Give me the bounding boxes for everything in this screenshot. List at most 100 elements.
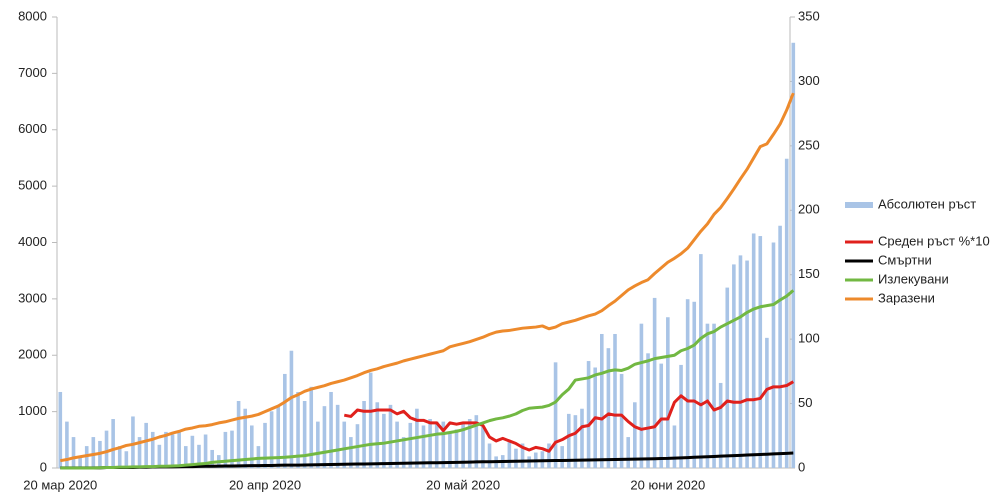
bar bbox=[428, 419, 432, 468]
bar bbox=[613, 333, 617, 468]
bar bbox=[573, 415, 578, 468]
y-tick-label: 3000 bbox=[18, 290, 47, 305]
bar bbox=[137, 437, 142, 468]
bar bbox=[619, 373, 624, 468]
bar bbox=[289, 350, 294, 468]
legend-label: Излекувани bbox=[878, 271, 949, 286]
y-tick-label: 2000 bbox=[18, 347, 47, 362]
line bbox=[60, 289, 795, 470]
bar bbox=[448, 431, 452, 468]
bar bbox=[65, 421, 69, 468]
legend-label: Смъртни bbox=[878, 252, 932, 267]
bar bbox=[203, 434, 208, 468]
line bbox=[343, 380, 795, 453]
bar bbox=[652, 297, 657, 468]
y2-tick-label: 250 bbox=[798, 137, 820, 152]
bar bbox=[401, 437, 406, 468]
bar bbox=[778, 225, 782, 468]
bar bbox=[672, 425, 677, 468]
bar bbox=[547, 443, 551, 468]
bar bbox=[210, 449, 214, 468]
x-tick-label: 20 мар 2020 bbox=[23, 477, 97, 492]
bar bbox=[375, 402, 380, 468]
bar bbox=[117, 446, 122, 468]
bar bbox=[276, 406, 281, 468]
bar bbox=[296, 391, 300, 468]
bar bbox=[461, 422, 465, 468]
bar bbox=[718, 382, 723, 468]
bar bbox=[421, 425, 426, 468]
y2-tick-label: 350 bbox=[798, 8, 820, 23]
bar bbox=[362, 400, 366, 468]
legend-label: Заразени bbox=[878, 290, 935, 305]
bar bbox=[150, 431, 155, 468]
bar bbox=[553, 362, 558, 468]
bar bbox=[382, 413, 386, 468]
bar bbox=[580, 408, 584, 468]
bar bbox=[646, 353, 650, 468]
bar bbox=[177, 431, 181, 468]
bar bbox=[349, 437, 353, 468]
bar bbox=[520, 443, 525, 468]
bar bbox=[751, 233, 756, 468]
bar bbox=[679, 364, 683, 468]
y2-tick-label: 100 bbox=[798, 331, 820, 346]
bar bbox=[685, 299, 690, 468]
bar bbox=[758, 236, 763, 468]
legend-swatch bbox=[845, 202, 873, 208]
bar bbox=[586, 361, 591, 468]
y2-tick-label: 200 bbox=[798, 202, 820, 217]
line bbox=[60, 92, 795, 463]
y-tick-label: 0 bbox=[40, 459, 47, 474]
bar bbox=[91, 437, 96, 468]
bar bbox=[441, 421, 446, 468]
bar bbox=[131, 416, 135, 468]
bar bbox=[111, 419, 115, 468]
bar bbox=[738, 255, 743, 468]
bar bbox=[58, 391, 63, 468]
bar bbox=[322, 406, 327, 468]
bar bbox=[309, 386, 314, 468]
bar bbox=[725, 287, 730, 468]
bar bbox=[699, 254, 703, 468]
y-tick-label: 8000 bbox=[18, 8, 47, 23]
bar bbox=[78, 456, 82, 468]
y-tick-label: 6000 bbox=[18, 121, 47, 136]
bar bbox=[243, 408, 248, 468]
bar bbox=[170, 434, 175, 468]
bar bbox=[335, 404, 340, 468]
bar bbox=[784, 158, 789, 468]
bar bbox=[467, 419, 472, 468]
bar bbox=[368, 372, 373, 468]
y2-tick-label: 0 bbox=[798, 459, 805, 474]
x-tick-label: 20 май 2020 bbox=[426, 477, 500, 492]
y-tick-label: 7000 bbox=[18, 65, 47, 80]
bar bbox=[566, 413, 571, 468]
bar bbox=[765, 337, 769, 468]
bar bbox=[639, 323, 644, 468]
legend-label: Абсолютен ръст bbox=[878, 196, 976, 211]
bar bbox=[230, 430, 234, 468]
bar bbox=[190, 435, 195, 468]
bar bbox=[560, 446, 564, 468]
bar bbox=[705, 323, 710, 468]
y-tick-label: 1000 bbox=[18, 403, 47, 418]
bar bbox=[197, 444, 201, 468]
bar bbox=[157, 444, 162, 468]
bar bbox=[263, 422, 267, 468]
bar bbox=[626, 437, 631, 468]
bar bbox=[164, 431, 168, 468]
bar bbox=[250, 425, 254, 468]
bar bbox=[283, 373, 287, 468]
bar bbox=[144, 422, 148, 468]
bar bbox=[71, 437, 76, 468]
bar bbox=[104, 430, 109, 468]
legend-label: Среден ръст %*10 bbox=[878, 233, 990, 248]
bar bbox=[434, 421, 439, 468]
bar bbox=[606, 348, 611, 468]
y2-tick-label: 300 bbox=[798, 73, 820, 88]
bar bbox=[408, 422, 413, 468]
bar bbox=[666, 317, 670, 468]
bar bbox=[712, 323, 716, 468]
